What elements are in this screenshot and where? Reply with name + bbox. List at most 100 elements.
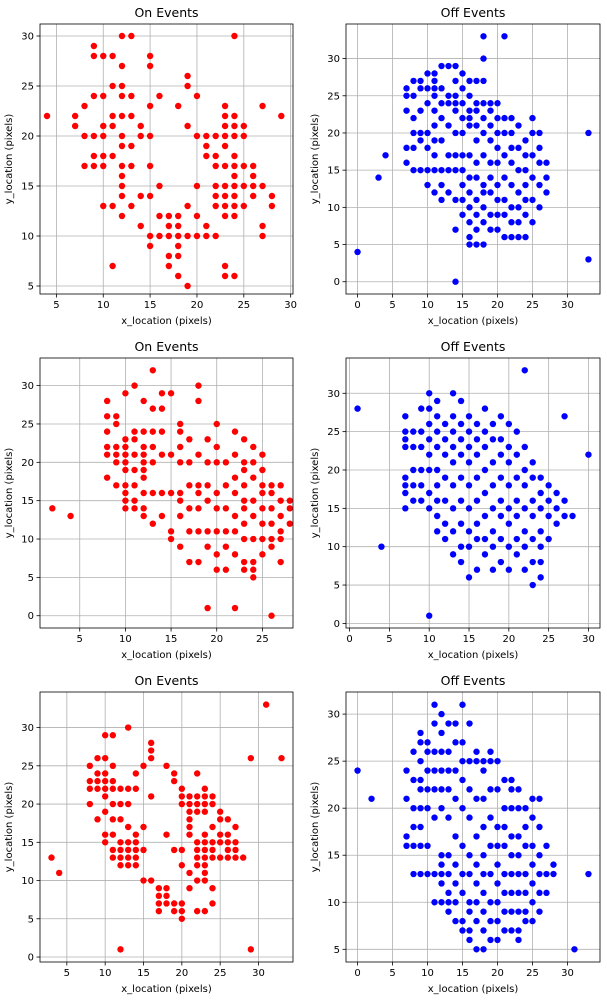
data-point xyxy=(508,833,515,840)
data-point xyxy=(473,757,480,765)
y-tick-label: 25 xyxy=(327,757,340,768)
data-point xyxy=(487,870,494,878)
data-point xyxy=(212,232,219,240)
data-point xyxy=(201,907,209,915)
data-point xyxy=(438,748,445,755)
data-point xyxy=(522,152,529,159)
data-point xyxy=(109,777,117,785)
data-point xyxy=(473,196,480,204)
data-point xyxy=(515,870,522,878)
data-point xyxy=(473,917,480,925)
data-point xyxy=(466,927,473,934)
data-point xyxy=(515,189,522,196)
data-point xyxy=(508,219,515,226)
x-tick-label: 10 xyxy=(97,300,110,311)
data-point xyxy=(501,196,508,204)
x-tick-label: 25 xyxy=(526,300,539,311)
data-point xyxy=(487,748,494,755)
data-point xyxy=(240,535,248,543)
data-point xyxy=(354,405,361,412)
data-point xyxy=(505,420,513,428)
data-point xyxy=(433,497,441,504)
data-point xyxy=(480,129,487,137)
data-point xyxy=(452,795,459,802)
data-point xyxy=(193,808,201,815)
data-point xyxy=(403,795,410,802)
data-point xyxy=(438,62,445,70)
data-point xyxy=(278,112,285,120)
data-point xyxy=(466,899,473,906)
data-point xyxy=(109,762,117,770)
x-axis-label: x_location (pixels) xyxy=(428,984,519,995)
data-point xyxy=(117,785,124,792)
data-point xyxy=(452,129,459,137)
data-point xyxy=(537,489,544,497)
subplot-4: 0 5 10 15 20 25 30 0 5 10 15 20 25 30 Off Events x_loca… xyxy=(310,339,601,661)
data-point xyxy=(452,833,459,840)
data-point xyxy=(418,443,425,451)
data-point xyxy=(240,459,248,466)
data-point xyxy=(193,182,201,190)
data-point xyxy=(118,142,126,150)
data-point xyxy=(403,85,410,92)
data-point xyxy=(481,428,489,435)
data-point xyxy=(221,122,229,130)
data-point xyxy=(424,144,431,152)
data-point xyxy=(466,936,473,944)
data-point xyxy=(501,842,508,850)
data-point xyxy=(113,482,120,489)
data-point xyxy=(216,808,224,815)
data-point xyxy=(81,132,88,140)
data-point xyxy=(513,535,520,543)
data-point xyxy=(147,877,155,884)
data-point xyxy=(487,226,494,233)
data-point xyxy=(480,77,487,85)
data-point xyxy=(561,497,568,504)
data-point xyxy=(452,100,459,107)
data-point xyxy=(473,211,480,218)
data-point xyxy=(193,92,201,100)
data-point xyxy=(231,604,239,612)
data-point xyxy=(410,428,417,435)
data-point xyxy=(513,512,520,520)
data-point xyxy=(195,482,202,489)
data-point xyxy=(213,443,220,451)
x-tick-label: 25 xyxy=(237,300,250,311)
y-tick-label: 15 xyxy=(21,496,34,507)
data-point xyxy=(452,107,459,114)
data-point xyxy=(222,505,230,512)
data-point xyxy=(480,241,487,248)
data-point xyxy=(204,528,211,535)
data-point xyxy=(175,232,182,240)
data-point xyxy=(515,927,522,934)
data-point xyxy=(536,870,543,878)
data-point xyxy=(529,814,536,821)
data-point xyxy=(213,566,220,573)
data-point xyxy=(101,754,109,762)
data-point xyxy=(193,877,201,884)
data-point xyxy=(231,152,238,160)
data-point xyxy=(240,497,248,504)
data-point xyxy=(186,884,193,892)
data-point xyxy=(543,159,550,166)
y-tick-label: 0 xyxy=(28,611,34,622)
data-point xyxy=(515,233,522,241)
data-point xyxy=(561,512,568,520)
data-point xyxy=(457,520,465,527)
data-point xyxy=(165,252,173,260)
data-point xyxy=(550,861,557,868)
data-point xyxy=(354,248,361,256)
data-point xyxy=(212,152,219,160)
data-point xyxy=(487,189,494,196)
y-tick-label: 0 xyxy=(28,953,34,964)
data-point xyxy=(109,202,116,210)
data-point xyxy=(222,528,230,535)
data-point xyxy=(438,899,445,906)
data-point xyxy=(501,233,508,241)
scatter-series xyxy=(49,367,294,619)
data-point xyxy=(457,558,465,566)
data-point xyxy=(117,816,124,823)
data-point xyxy=(431,748,438,755)
data-point xyxy=(213,528,220,535)
data-point xyxy=(438,710,445,718)
